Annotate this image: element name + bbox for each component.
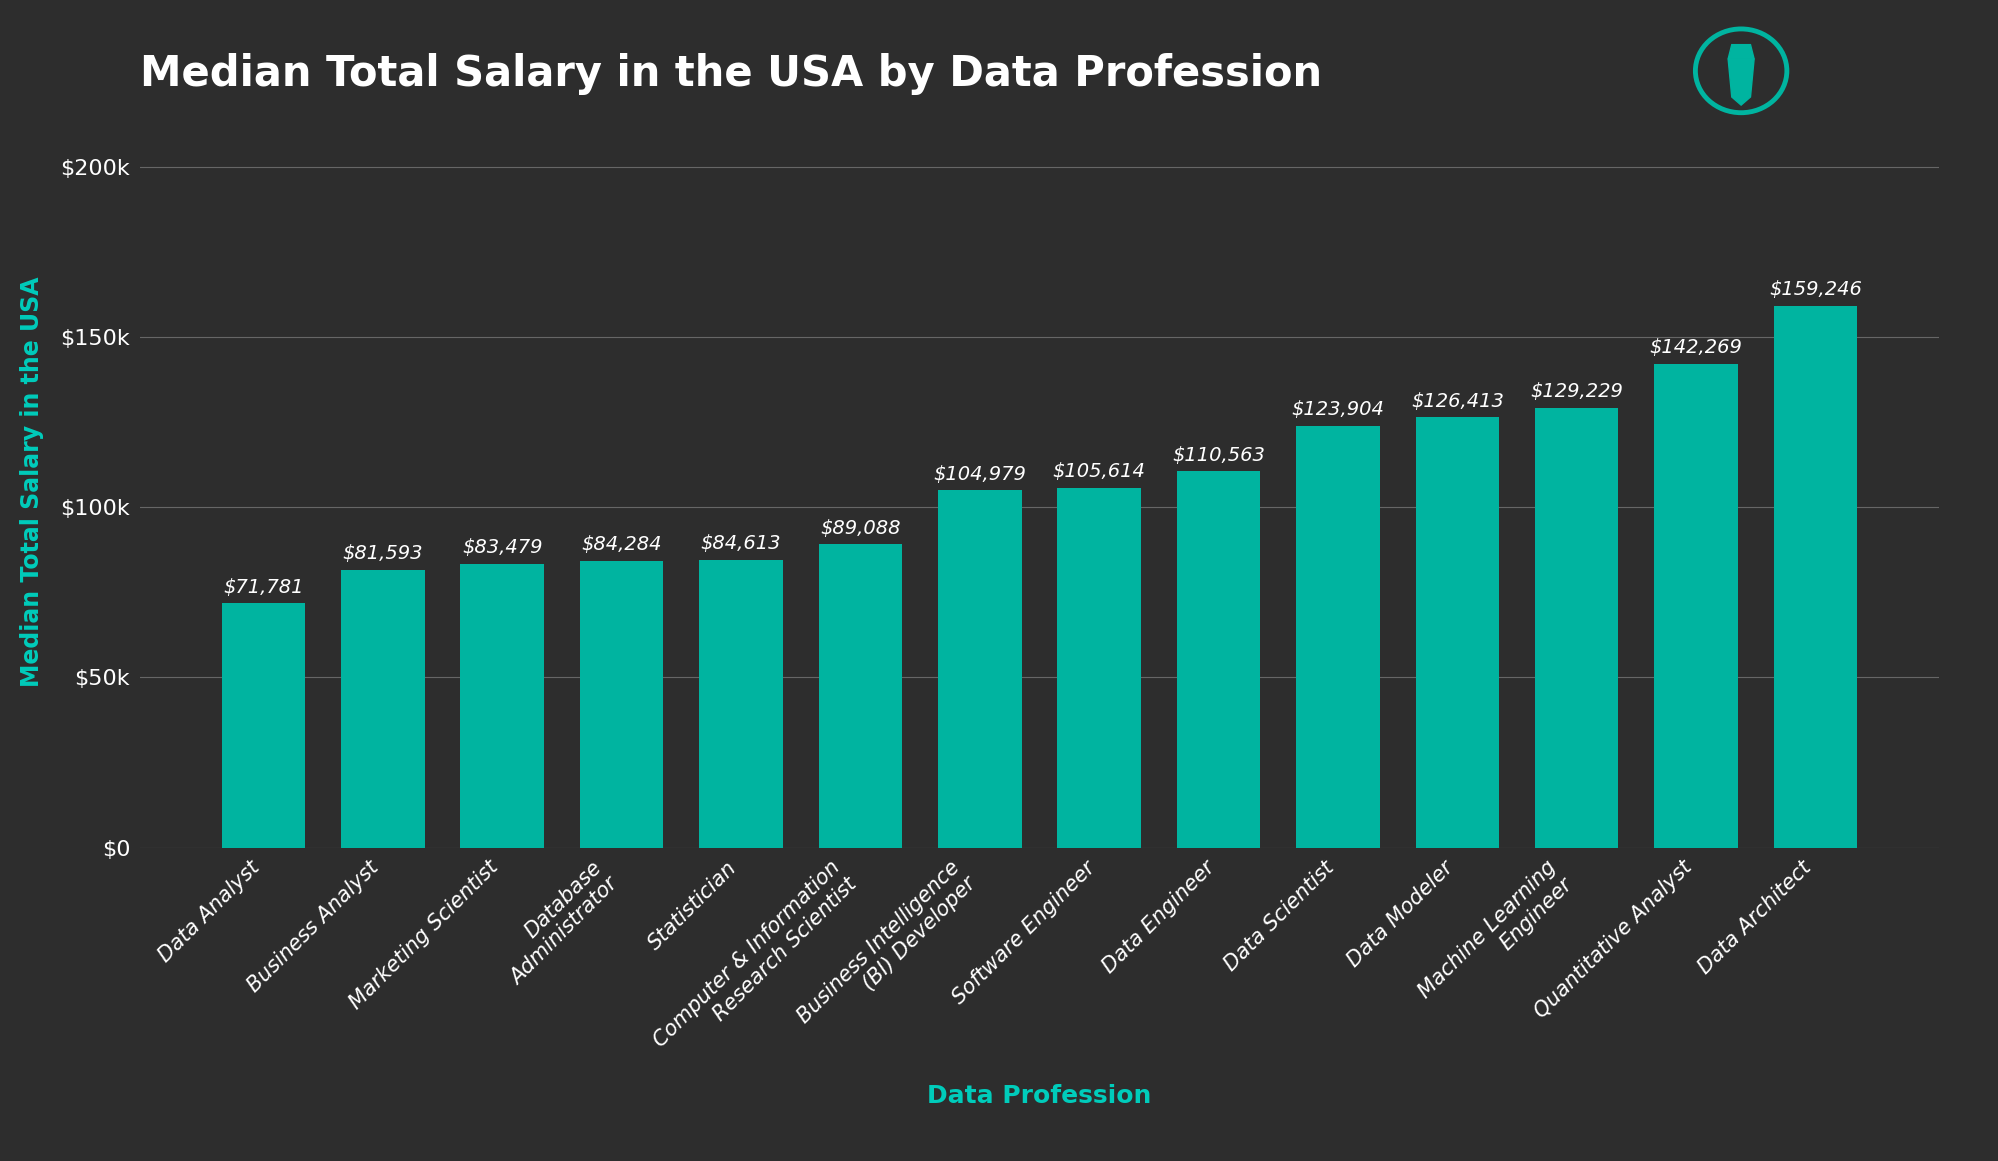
- Text: $71,781: $71,781: [224, 577, 304, 597]
- Text: $142,269: $142,269: [1648, 338, 1742, 356]
- Text: $84,284: $84,284: [581, 535, 661, 554]
- Text: $81,593: $81,593: [342, 545, 424, 563]
- Bar: [699, 560, 783, 848]
- Polygon shape: [1726, 59, 1754, 106]
- X-axis label: Data Profession: Data Profession: [927, 1084, 1151, 1109]
- Text: $83,479: $83,479: [462, 538, 541, 557]
- Text: $110,563: $110,563: [1171, 446, 1265, 464]
- Text: $105,614: $105,614: [1053, 462, 1145, 482]
- Bar: [1654, 363, 1736, 848]
- Text: $84,613: $84,613: [701, 534, 781, 553]
- Bar: [460, 563, 543, 848]
- Text: $123,904: $123,904: [1291, 401, 1385, 419]
- Text: $126,413: $126,413: [1411, 391, 1502, 411]
- Bar: [819, 545, 901, 848]
- Bar: [579, 561, 663, 848]
- Bar: [937, 490, 1021, 848]
- Bar: [1415, 418, 1498, 848]
- Bar: [1057, 489, 1141, 848]
- Bar: [1295, 426, 1379, 848]
- Polygon shape: [1726, 44, 1754, 59]
- Text: $89,088: $89,088: [819, 519, 901, 538]
- Bar: [1772, 305, 1856, 848]
- Bar: [342, 570, 424, 848]
- Text: $104,979: $104,979: [933, 464, 1025, 484]
- Text: $159,246: $159,246: [1768, 280, 1860, 300]
- Bar: [222, 604, 306, 848]
- Text: Median Total Salary in the USA by Data Profession: Median Total Salary in the USA by Data P…: [140, 52, 1321, 94]
- Text: $129,229: $129,229: [1530, 382, 1622, 401]
- Bar: [1177, 471, 1259, 848]
- Y-axis label: Median Total Salary in the USA: Median Total Salary in the USA: [20, 276, 44, 687]
- Bar: [1534, 408, 1618, 848]
